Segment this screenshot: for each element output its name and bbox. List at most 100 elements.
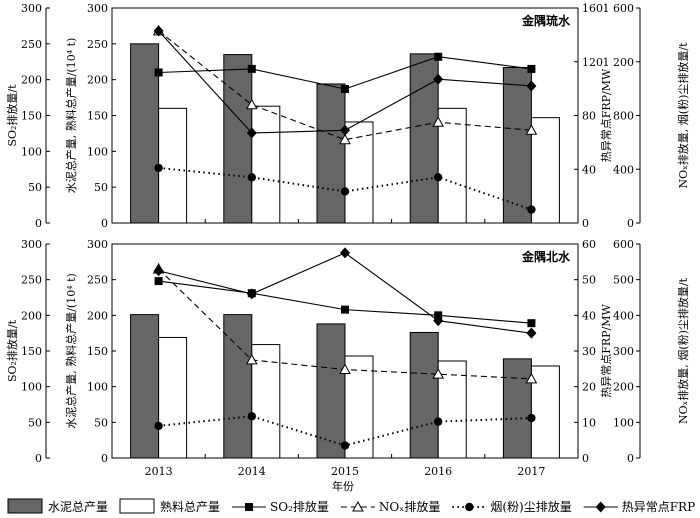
inner-right-tick-label: 80 — [582, 110, 596, 123]
outer-left-axis-label: SO₂排放量/t — [5, 319, 19, 382]
inner-left-tick-label: 100 — [87, 381, 108, 394]
series-point-diamond — [433, 73, 444, 85]
bar-cement-output — [316, 83, 346, 224]
inner-right-tick-label: 120 — [582, 56, 603, 69]
series-point-triangle — [525, 124, 538, 135]
legend-swatch — [119, 498, 155, 514]
bar-cement-output — [223, 54, 253, 224]
x-tick-label: 2016 — [424, 465, 452, 478]
outer-right-tick-label: 1 200 — [603, 56, 635, 69]
legend-label: 烟(粉)尘排放量 — [490, 499, 571, 514]
outer-left-tick-label: 300 — [21, 2, 42, 15]
series-point-diamond — [526, 80, 537, 92]
legend-label: NOₓ排放量 — [379, 499, 440, 514]
series-point-square — [154, 277, 163, 286]
series-point-triangle — [245, 353, 258, 365]
outer-right-axis-label: NOₓ排放量, 烟(粉)尘排放量/t — [676, 42, 690, 189]
outer-left-tick-label: 150 — [21, 110, 42, 123]
outer-left-tick-label: 50 — [28, 416, 42, 429]
series-point-square — [527, 64, 536, 73]
inner-left-tick-label: 0 — [101, 217, 108, 230]
inner-left-axis-label: 水泥总产量, 熟料总产量/(10⁴ t) — [64, 273, 78, 429]
outer-right-tick-label: 0 — [627, 217, 634, 230]
outer-left-tick-label: 100 — [21, 381, 42, 394]
bar-clinker-output — [530, 365, 560, 459]
series-point-triangle — [432, 116, 445, 127]
series-point-diamond — [526, 327, 537, 339]
bar-clinker-output — [158, 107, 188, 224]
outer-right-tick-label: 400 — [613, 309, 634, 322]
outer-right-tick-label: 200 — [613, 381, 634, 394]
inner-right-tick-label: 40 — [582, 163, 596, 176]
series-point-circle — [247, 412, 256, 421]
series-point-circle — [340, 441, 350, 450]
bar-cement-output — [502, 66, 532, 224]
series-point-square — [341, 84, 349, 93]
x-tick-label: 2014 — [238, 465, 266, 478]
x-tick-label: 2013 — [145, 465, 173, 478]
inner-right-tick-label: 50 — [582, 274, 596, 287]
legend-item-2: 熟料总产量 — [119, 498, 220, 514]
bar-cement-output — [502, 358, 532, 459]
inner-right-tick-label: 20 — [582, 381, 596, 394]
series-line-2 — [158, 30, 532, 141]
series-point-diamond — [153, 265, 164, 277]
outer-left-tick-label: 250 — [21, 38, 42, 51]
legend-item-1: 水泥总产量 — [7, 498, 108, 514]
series-point-circle — [154, 421, 163, 431]
inner-left-tick-label: 300 — [87, 238, 108, 251]
legend: 水泥总产量 熟料总产量 SO₂排放量 NOₓ排放量 烟(粉)尘排放量 热异常点FRP — [7, 498, 695, 514]
series-point-diamond — [340, 247, 350, 259]
series-point-diamond — [246, 288, 257, 300]
inner-left-tick-label: 150 — [87, 345, 108, 358]
series-point-circle — [340, 187, 350, 196]
bar-clinker-output — [158, 336, 188, 459]
inner-right-tick-label: 0 — [582, 217, 589, 230]
series-point-triangle — [339, 363, 351, 375]
outer-right-tick-label: 800 — [613, 110, 634, 123]
bar-cement-output — [130, 314, 160, 459]
legend-label: SO₂排放量 — [270, 499, 329, 514]
series-point-square — [154, 68, 163, 77]
inner-right-axis-label: 热异常点FRP/MW — [600, 68, 613, 162]
legend-label: 熟料总产量 — [160, 499, 220, 514]
series-line-4 — [158, 252, 532, 334]
series-point-triangle — [339, 133, 351, 145]
outer-right-tick-label: 100 — [613, 416, 634, 429]
bar-cement-output — [223, 314, 253, 459]
series-line-1 — [158, 280, 532, 324]
series-point-square — [527, 319, 536, 328]
inner-left-tick-label: 0 — [101, 452, 108, 465]
outer-left-tick-label: 50 — [28, 181, 42, 194]
bar-clinker-output — [251, 105, 281, 224]
inner-left-tick-label: 200 — [87, 309, 108, 322]
inner-right-axis-label: 热异常点FRP/MW — [600, 304, 613, 398]
legend-item-6: 热异常点FRP — [583, 500, 695, 514]
inner-right-tick-label: 60 — [582, 238, 596, 251]
outer-left-tick-label: 200 — [21, 309, 42, 322]
outer-right-tick-label: 500 — [613, 274, 634, 287]
outer-right-tick-label: 600 — [613, 238, 634, 251]
legend-label: 水泥总产量 — [48, 500, 108, 514]
series-point-circle — [434, 417, 443, 426]
series-point-triangle — [245, 98, 258, 110]
bar-cement-output — [409, 331, 439, 459]
outer-left-axis-label: SO₂排放量/t — [5, 84, 19, 147]
x-tick-label: 2015 — [331, 465, 359, 478]
series-point-diamond — [153, 25, 164, 37]
outer-left-tick-label: 100 — [21, 145, 42, 158]
series-point-circle — [527, 205, 536, 214]
legend-marker — [595, 501, 606, 513]
panel-title: 金隅北水 — [521, 249, 571, 264]
bar-clinker-output — [530, 117, 560, 224]
outer-right-tick-label: 400 — [613, 163, 634, 176]
series-point-circle — [434, 173, 443, 182]
outer-right-axis-label: NOₓ排放量, 烟(粉)尘排放量/t — [676, 277, 690, 424]
inner-left-tick-label: 100 — [87, 145, 108, 158]
outer-right-tick-label: 1 600 — [603, 2, 635, 15]
inner-right-tick-label: 160 — [582, 2, 603, 15]
outer-right-tick-label: 0 — [627, 452, 634, 465]
inner-right-tick-label: 10 — [582, 416, 596, 429]
bar-cement-output — [316, 323, 346, 459]
